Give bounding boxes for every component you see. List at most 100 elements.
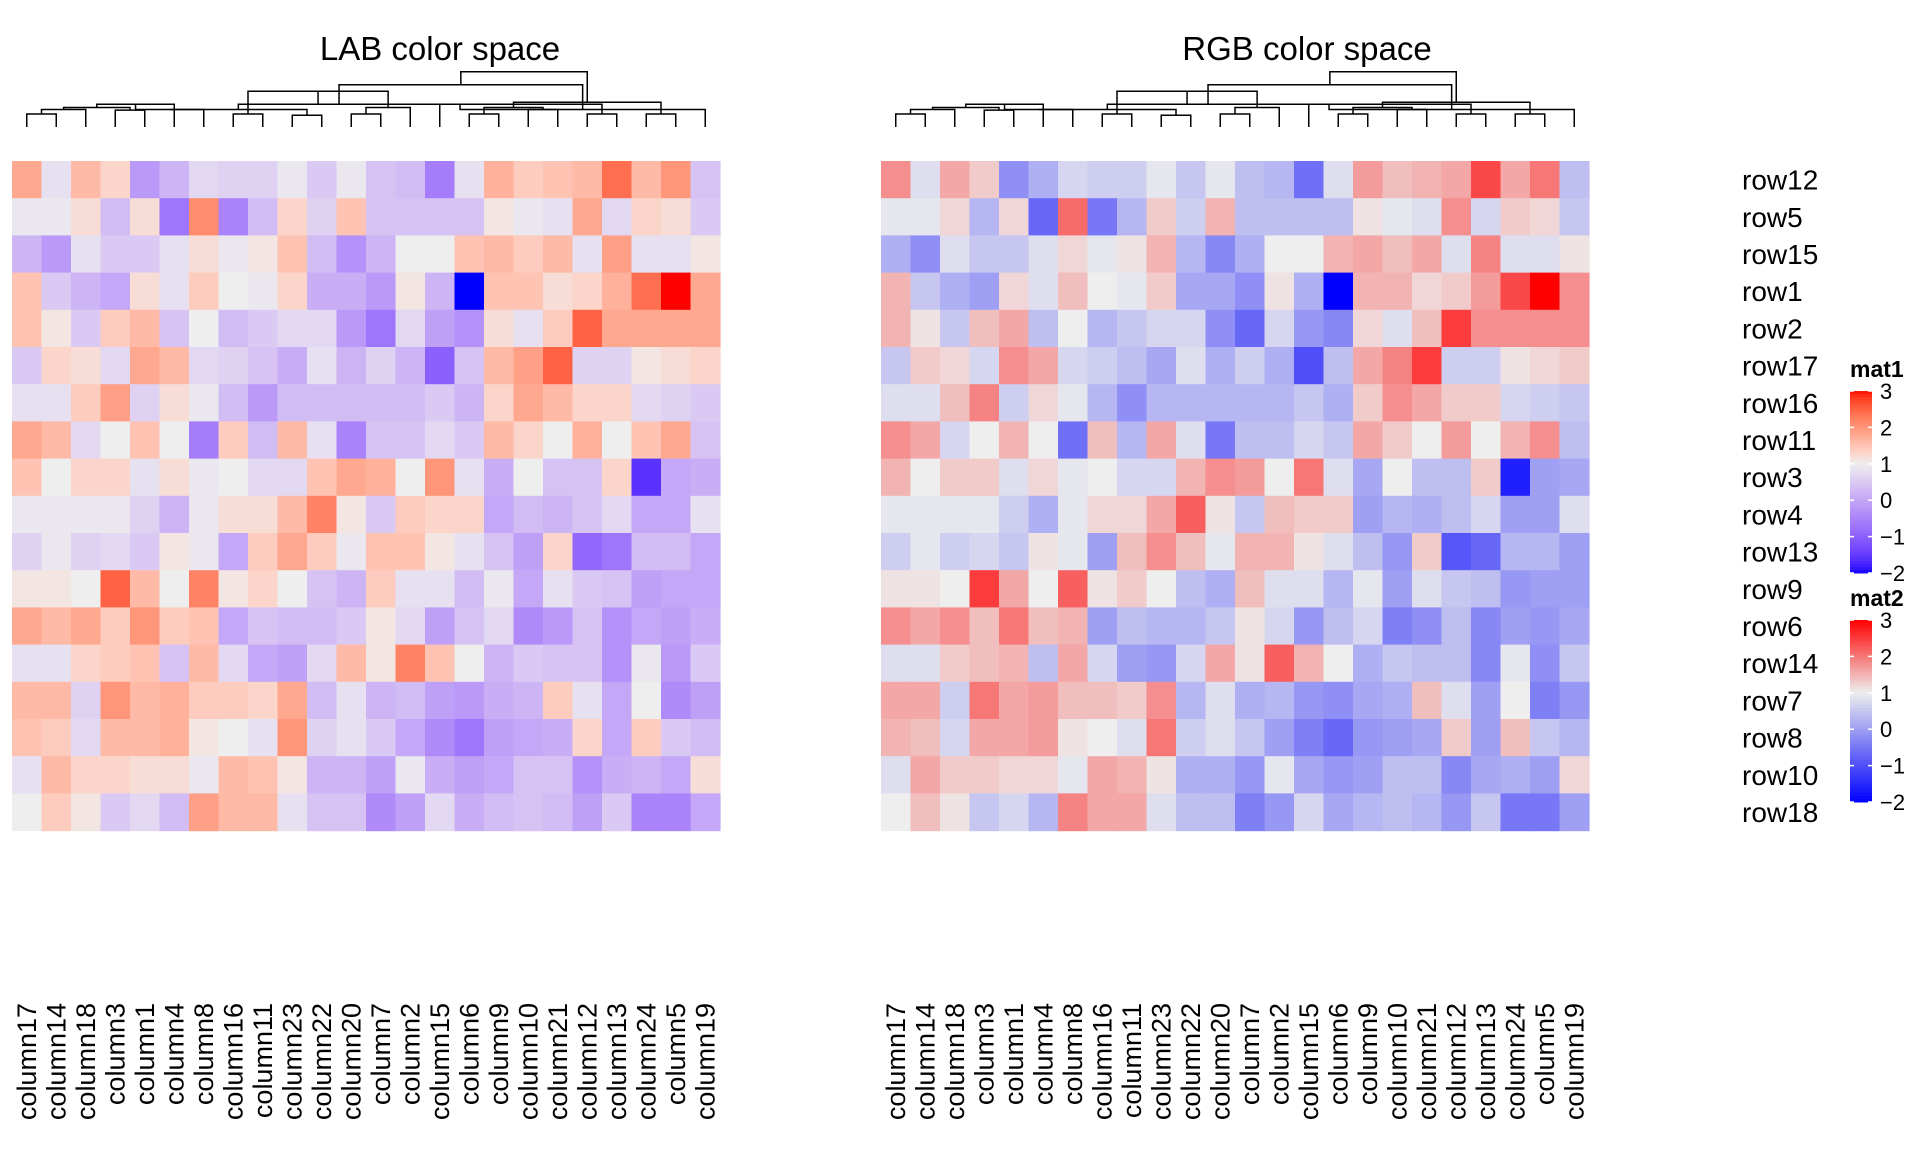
dendrogram-branch [1396,108,1428,127]
heatmap-cell [1323,644,1354,683]
heatmap-cell [1235,495,1266,534]
heatmap-cell [100,793,131,832]
heatmap-cell [248,161,279,199]
heatmap-cell [969,570,1000,608]
heatmap-cell [1146,458,1177,497]
heatmap-cell [1146,756,1177,794]
heatmap-cell [307,235,338,274]
heatmap-cell [1500,644,1531,683]
column-label: column1 [999,1003,1029,1105]
heatmap-cell [1028,756,1059,794]
dendrogram-branch [1455,113,1487,127]
heatmap-cell [189,793,220,832]
heatmap-cell [1087,570,1118,608]
heatmap-cell [484,681,515,720]
heatmap-cell [1471,347,1502,385]
heatmap-cell [513,756,544,794]
legend-gradient-step [1850,789,1872,794]
heatmap-cell [969,235,1000,274]
heatmap-cell [881,533,912,571]
legend-gradient-step [1850,488,1872,492]
heatmap-cell [12,384,43,422]
legend-gradient-step [1850,500,1872,504]
heatmap-cell [425,756,456,794]
legend-gradient-step [1850,732,1872,736]
legend-gradient-step [1850,442,1872,447]
heatmap-cell [12,458,43,497]
legend-gradient-step [1850,738,1872,742]
heatmap-cell [513,198,544,236]
heatmap-cell [1412,719,1443,757]
column-label: column4 [159,1003,189,1105]
heatmap-cell [454,161,485,199]
heatmap-cell [881,793,912,832]
heatmap-cell [661,384,692,422]
heatmap-cell [130,198,161,236]
heatmap-cell [425,607,456,646]
heatmap-cell [1028,495,1059,534]
heatmap-cell [999,458,1030,497]
legend-gradient-step [1850,686,1872,691]
heatmap-cell [1500,384,1531,422]
heatmap-cell [1530,309,1561,348]
dendrogram-branch [134,104,205,127]
heatmap-cell [71,495,102,534]
legend-gradient-step [1850,478,1872,483]
heatmap-cell [661,644,692,683]
heatmap-cell [130,570,161,608]
heatmap-cell [881,719,912,757]
heatmap-cell [1117,161,1148,199]
heatmap-cell [1087,384,1118,422]
heatmap-cell [1323,607,1354,646]
heatmap-cell [1087,495,1118,534]
heatmap-cell [395,793,426,832]
heatmap-cell [277,309,308,348]
dendrogram-branch [1207,84,1453,110]
heatmap-cell [159,719,190,757]
heatmap-cell [41,607,72,646]
heatmap-cell [1323,681,1354,720]
mat1-color-legend: mat1 3 2 1 0 −1 −2 [1850,356,1905,586]
legend-gradient-step [1850,735,1872,739]
legend-gradient-step [1850,439,1872,444]
heatmap-cell [395,533,426,571]
heatmap-cell [631,756,662,794]
heatmap-cell [366,347,397,385]
row-label: row14 [1742,648,1818,679]
heatmap-cell [395,644,426,683]
heatmap-cell [248,384,279,422]
heatmap-cell [71,235,102,274]
heatmap-cell [690,384,721,422]
heatmap-cell [513,347,544,385]
heatmap-cell [1441,644,1472,683]
heatmap-cell [366,235,397,274]
heatmap-cell [189,347,220,385]
heatmap-cell [484,421,515,460]
heatmap-cell [631,235,662,274]
legend-gradient-step [1850,485,1872,489]
heatmap-cell [307,681,338,720]
column-label: column24 [631,1003,661,1120]
dendrogram-branch [26,113,57,127]
heatmap-cell [940,235,971,274]
heatmap-cell [41,681,72,720]
row-label: row10 [1742,760,1818,791]
dendrogram-branch [350,113,382,127]
heatmap-cell [1294,756,1325,794]
heatmap-cell [1146,421,1177,460]
legend-gradient-step [1850,695,1872,700]
heatmap-cell [1176,309,1207,348]
heatmap-cell [100,458,131,497]
heatmap-cell [12,347,43,385]
heatmap-cell [1323,161,1354,199]
heatmap-cell [1087,161,1118,199]
heatmap-cell [277,495,308,534]
heatmap-cell [454,198,485,236]
heatmap-cell [513,235,544,274]
heatmap-cell [1117,309,1148,348]
heatmap-cell [395,235,426,274]
heatmap-cell [513,607,544,646]
legend-gradient-step [1850,707,1872,712]
heatmap-cell [218,570,249,608]
heatmap-cell [425,161,456,199]
